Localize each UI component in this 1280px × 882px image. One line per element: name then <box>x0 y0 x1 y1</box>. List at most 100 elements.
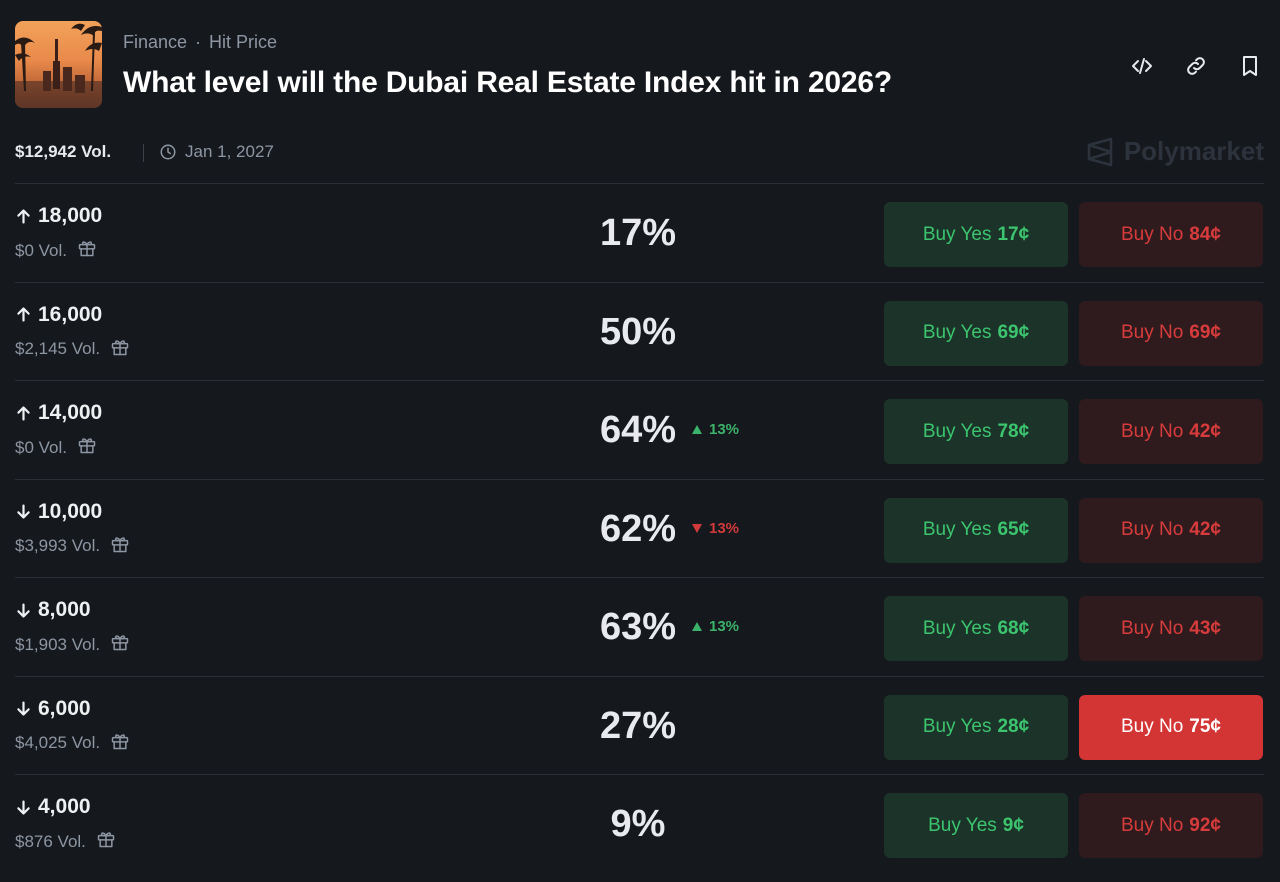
outcome-row[interactable]: 10,000 $3,993 Vol. 62% 13% Buy Yes 65¢ Bu… <box>15 480 1264 578</box>
buy-yes-button[interactable]: Buy Yes 9¢ <box>884 793 1068 858</box>
outcome-level-text: 8,000 <box>38 598 91 621</box>
buy-no-label: Buy No <box>1120 716 1184 737</box>
outcome-level: 4,000 <box>15 795 91 819</box>
bookmark-button[interactable] <box>1236 52 1264 80</box>
buy-no-button[interactable]: Buy No 42¢ <box>1079 399 1263 464</box>
arrow-up-icon <box>17 208 30 224</box>
outcome-level: 10,000 <box>15 500 102 524</box>
buy-no-price: 42¢ <box>1189 420 1221 442</box>
rewards-button[interactable] <box>110 337 130 362</box>
buy-yes-label: Buy Yes <box>928 814 997 836</box>
outcome-volume: $0 Vol. <box>15 435 97 460</box>
link-icon <box>1187 57 1205 75</box>
rewards-button[interactable] <box>77 435 97 460</box>
outcome-row[interactable]: 16,000 $2,145 Vol. 50% Buy Yes 69¢ Buy No… <box>15 283 1264 381</box>
gift-icon <box>111 339 129 355</box>
arrow-up-icon <box>17 405 30 421</box>
buy-yes-label: Buy Yes <box>922 223 992 245</box>
outcome-volume: $876 Vol. <box>15 829 116 854</box>
dubai-skyline-image <box>15 23 102 108</box>
buy-no-label: Buy No <box>1120 617 1184 639</box>
buy-yes-button[interactable]: Buy Yes 78¢ <box>884 399 1068 464</box>
outcome-volume: $3,993 Vol. <box>15 534 130 559</box>
gift-icon <box>97 832 115 848</box>
buy-yes-label: Buy Yes <box>922 420 992 442</box>
outcome-volume: $0 Vol. <box>15 238 97 263</box>
price-change-text: 13% <box>709 519 740 537</box>
end-date: Jan 1, 2027 <box>159 142 274 162</box>
rewards-button[interactable] <box>96 829 116 854</box>
buy-yes-button[interactable]: Buy Yes 65¢ <box>884 497 1068 563</box>
rewards-button[interactable] <box>110 534 130 559</box>
buy-yes-price: 68¢ <box>997 617 1030 639</box>
buy-no-button[interactable]: Buy No 42¢ <box>1079 497 1263 563</box>
gift-icon <box>78 241 96 257</box>
outcome-probability: 27% <box>599 704 677 747</box>
embed-button[interactable] <box>1128 52 1156 80</box>
code-icon <box>1132 58 1152 74</box>
buy-no-button[interactable]: Buy No 75¢ <box>1079 694 1263 760</box>
outcome-probability: 50% <box>599 310 677 353</box>
price-change-text: 13% <box>709 421 740 438</box>
copy-link-button[interactable] <box>1182 52 1210 80</box>
buy-yes-button[interactable]: Buy Yes 17¢ <box>884 202 1068 267</box>
buy-no-label: Buy No <box>1120 814 1184 836</box>
buy-yes-button[interactable]: Buy Yes 28¢ <box>884 694 1068 760</box>
outcome-row[interactable]: 8,000 $1,903 Vol. 63% 13% Buy Yes 68¢ Buy… <box>15 578 1264 677</box>
outcome-row[interactable]: 14,000 $0 Vol. 64% 13% Buy Yes 78¢ Buy No… <box>15 381 1264 480</box>
outcome-level-text: 18,000 <box>38 204 103 227</box>
breadcrumb-category[interactable]: Finance <box>123 32 188 52</box>
outcome-probability: 64% <box>599 409 677 451</box>
rewards-button[interactable] <box>77 238 97 263</box>
clock-icon <box>160 144 176 160</box>
outcome-probability: 63% <box>599 606 677 648</box>
arrow-down-icon <box>17 504 30 519</box>
market-header: Finance · Hit Price What level will the … <box>15 0 1264 124</box>
buy-no-label: Buy No <box>1120 223 1184 245</box>
buy-yes-price: 69¢ <box>997 322 1030 343</box>
buy-yes-button[interactable]: Buy Yes 68¢ <box>884 596 1068 661</box>
header-actions <box>1128 52 1264 80</box>
buy-no-button[interactable]: Buy No 84¢ <box>1079 202 1263 267</box>
outcome-row[interactable]: 18,000 $0 Vol. 17% Buy Yes 17¢ Buy No 84¢ <box>15 184 1264 283</box>
buy-yes-price: 17¢ <box>997 223 1030 245</box>
price-change-text: 13% <box>709 618 740 635</box>
buy-no-button[interactable]: Buy No 43¢ <box>1079 596 1263 661</box>
page-title: What level will the Dubai Real Estate In… <box>123 66 893 99</box>
outcome-list: 18,000 $0 Vol. 17% Buy Yes 17¢ Buy No 84¢ … <box>15 184 1264 874</box>
buy-yes-price: 9¢ <box>1002 814 1024 836</box>
outcome-probability: 17% <box>599 212 677 254</box>
buy-no-button[interactable]: Buy No 92¢ <box>1079 793 1263 858</box>
price-change: 13% <box>691 421 739 438</box>
outcome-probability: 62% <box>599 507 677 550</box>
buy-no-label: Buy No <box>1120 519 1184 540</box>
outcome-level-text: 16,000 <box>38 302 103 326</box>
arrow-down-icon <box>17 602 30 618</box>
outcome-row[interactable]: 6,000 $4,025 Vol. 27% Buy Yes 28¢ Buy No 7… <box>15 677 1264 775</box>
outcome-level: 18,000 <box>15 204 102 228</box>
outcome-volume-text: $1,903 Vol. <box>15 634 101 654</box>
arrow-down-icon <box>17 799 30 815</box>
rewards-button[interactable] <box>110 731 130 756</box>
outcome-level: 16,000 <box>15 303 102 327</box>
outcome-volume: $2,145 Vol. <box>15 337 130 362</box>
polymarket-brand[interactable]: Polymarket <box>1086 136 1264 167</box>
outcome-volume-text: $0 Vol. <box>15 437 67 457</box>
breadcrumb-separator: · <box>195 32 202 52</box>
market-thumbnail <box>15 21 102 108</box>
buy-no-label: Buy No <box>1120 322 1184 343</box>
buy-yes-price: 28¢ <box>997 716 1030 737</box>
buy-no-price: 75¢ <box>1189 716 1221 737</box>
polymarket-logo-icon <box>1087 137 1113 166</box>
gift-icon <box>111 733 129 749</box>
end-date-text: Jan 1, 2027 <box>185 142 274 161</box>
buy-yes-button[interactable]: Buy Yes 69¢ <box>884 300 1068 366</box>
breadcrumb-subcategory[interactable]: Hit Price <box>209 32 278 52</box>
arrow-down-icon <box>17 701 30 716</box>
outcome-level: 14,000 <box>15 401 102 425</box>
outcome-row[interactable]: 4,000 $876 Vol. 9% Buy Yes 9¢ Buy No 92¢ <box>15 775 1264 874</box>
buy-yes-label: Buy Yes <box>922 519 992 540</box>
rewards-button[interactable] <box>110 632 130 657</box>
buy-no-button[interactable]: Buy No 69¢ <box>1079 300 1263 366</box>
outcome-probability: 9% <box>610 803 666 845</box>
